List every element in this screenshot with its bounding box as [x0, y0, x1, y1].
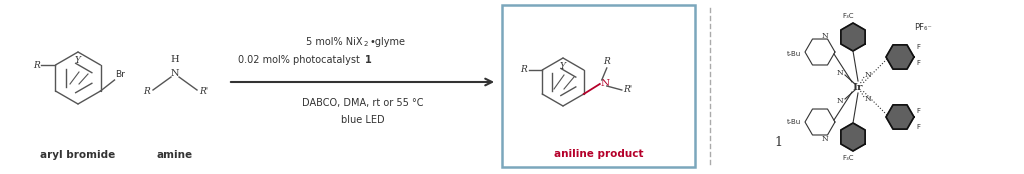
Text: N: N: [864, 95, 871, 103]
Text: F₃C: F₃C: [843, 155, 854, 161]
Text: aryl bromide: aryl bromide: [40, 150, 116, 160]
Text: F: F: [916, 124, 920, 130]
Polygon shape: [841, 23, 865, 51]
Text: R: R: [33, 61, 40, 69]
Text: R': R': [623, 85, 632, 94]
Text: Y: Y: [560, 62, 566, 71]
Text: t-Bu: t-Bu: [786, 119, 801, 125]
Polygon shape: [841, 123, 865, 151]
Text: F: F: [916, 60, 920, 66]
Text: N: N: [821, 135, 828, 143]
Text: aniline product: aniline product: [554, 149, 643, 159]
Text: H: H: [171, 55, 179, 64]
Text: 1: 1: [365, 55, 372, 65]
Text: 5 mol% NiX: 5 mol% NiX: [306, 37, 362, 47]
Text: F: F: [916, 108, 920, 114]
Text: Br: Br: [116, 70, 125, 79]
Text: N: N: [837, 69, 844, 77]
Text: R: R: [143, 88, 150, 97]
Text: N: N: [601, 80, 610, 89]
Text: Ir: Ir: [853, 82, 863, 92]
Text: R: R: [520, 65, 527, 74]
Text: DABCO, DMA, rt or 55 °C: DABCO, DMA, rt or 55 °C: [302, 98, 423, 108]
Text: blue LED: blue LED: [341, 115, 384, 125]
Text: PF₆⁻: PF₆⁻: [914, 22, 932, 31]
Text: N: N: [171, 69, 179, 77]
Polygon shape: [886, 45, 914, 69]
Text: N: N: [837, 97, 844, 105]
Text: 2: 2: [364, 41, 368, 47]
Polygon shape: [886, 105, 914, 129]
Text: 0.02 mol% photocatalyst: 0.02 mol% photocatalyst: [238, 55, 362, 65]
Text: R: R: [603, 57, 610, 66]
Text: F: F: [916, 44, 920, 50]
Text: t-Bu: t-Bu: [786, 51, 801, 57]
Bar: [502, 5, 695, 167]
Text: 1: 1: [774, 136, 782, 148]
Text: N: N: [821, 32, 828, 40]
Text: F₃C: F₃C: [843, 13, 854, 19]
Text: amine: amine: [157, 150, 194, 160]
Text: Y: Y: [75, 56, 81, 65]
Text: N: N: [864, 71, 871, 79]
Text: •glyme: •glyme: [370, 37, 406, 47]
Text: R': R': [199, 88, 208, 97]
